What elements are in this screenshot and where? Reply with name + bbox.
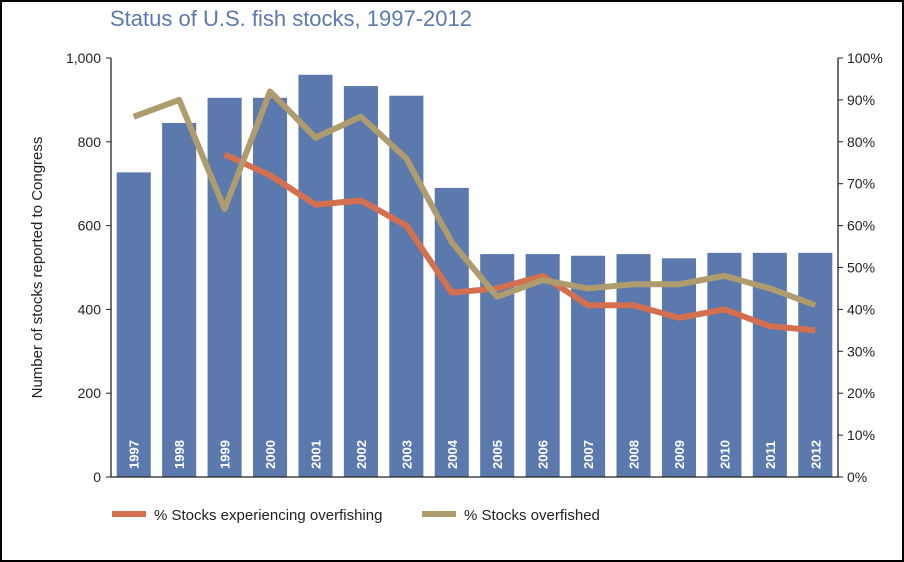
y-tick-label-right: 90% (847, 92, 875, 108)
bar-2007 (571, 255, 606, 477)
y-tick-label-right: 20% (847, 385, 875, 401)
y-tick-label-right: 10% (847, 427, 875, 443)
bar-1997 (116, 172, 151, 477)
bar-2002 (343, 86, 378, 477)
y-tick-label-right: 80% (847, 134, 875, 150)
series-line-overfished (132, 88, 817, 309)
x-tick-label: 2006 (536, 440, 551, 469)
series-line-overfishing (223, 151, 816, 334)
bar-2004 (434, 187, 469, 477)
y-tick-label-left: 200 (78, 385, 102, 401)
x-tick-label: 2010 (717, 440, 732, 469)
y-tick-label-right: 60% (847, 218, 875, 234)
x-tick-label: 2012 (808, 440, 823, 469)
x-tick-label: 1999 (218, 440, 233, 469)
bar-2000 (252, 97, 288, 478)
x-tick-label: 2002 (354, 440, 369, 469)
y-tick-label-right: 0% (847, 469, 867, 485)
x-tick-label: 2000 (263, 440, 278, 469)
legend-label: % Stocks experiencing overfishing (154, 507, 382, 524)
x-tick-label: 2011 (763, 441, 778, 469)
x-tick-label: 2007 (581, 440, 596, 469)
bar-2001 (298, 74, 333, 477)
y-tick-label-left: 0 (93, 469, 101, 485)
x-tick-label: 2008 (627, 440, 642, 469)
bar-2003 (389, 95, 424, 478)
x-tick-label: 1998 (172, 440, 187, 469)
y-tick-label-left: 600 (78, 218, 102, 234)
bar-2006 (525, 254, 560, 477)
x-tick-label: 2004 (445, 439, 460, 469)
y-tick-label-right: 70% (847, 176, 875, 192)
x-tick-label: 2009 (672, 440, 687, 469)
chart-title: Status of U.S. fish stocks, 1997-2012 (110, 6, 472, 31)
bar-2009 (661, 258, 697, 477)
legend-label: % Stocks overfished (464, 507, 600, 524)
y-tick-label-left: 800 (78, 134, 102, 150)
y-tick-label-left: 400 (78, 301, 102, 317)
y-tick-label-right: 100% (847, 50, 883, 66)
y-tick-label-right: 40% (847, 301, 875, 317)
bar-2012 (798, 252, 833, 477)
bar-1998 (162, 122, 197, 477)
x-tick-label: 1997 (127, 440, 142, 469)
y-axis-title: Number of stocks reported to Congress (29, 137, 46, 399)
bar-2008 (616, 254, 651, 477)
bar-2010 (707, 252, 742, 477)
y-tick-label-left: 1,000 (66, 50, 101, 66)
x-tick-label: 2005 (490, 440, 505, 469)
x-tick-label: 2001 (308, 440, 323, 469)
y-tick-label-right: 50% (847, 260, 875, 276)
y-tick-label-right: 30% (847, 343, 875, 359)
x-tick-label: 2003 (399, 440, 414, 469)
